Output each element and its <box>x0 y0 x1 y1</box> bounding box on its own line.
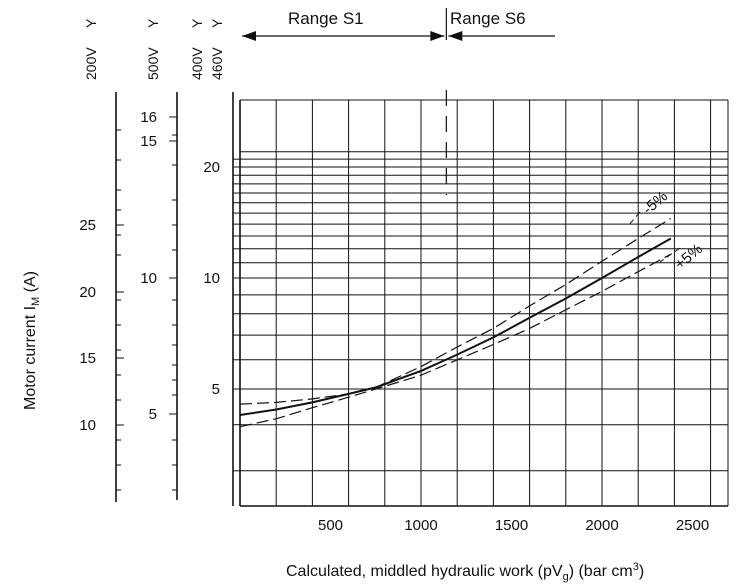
x-tick-label: 1000 <box>404 517 437 534</box>
voltage-scales: 5 10 20 10 15 20 25 5 10 15 16 200V Y 500V Y 400V Y 460V Y <box>79 18 240 506</box>
range-s1-arrow-left <box>242 31 256 41</box>
plus-5-percent-label: +5% <box>672 240 706 273</box>
scale-500v-tick-label: 10 <box>140 270 157 287</box>
minus-5-leader <box>627 211 641 227</box>
plus-5-leader <box>659 247 681 263</box>
scale-200v-tick-label: 25 <box>79 217 96 234</box>
y-tick-label: 5 <box>212 381 220 398</box>
x-axis-label-end: ) <box>639 563 644 580</box>
tolerance-curve <box>239 217 672 405</box>
wye-symbol: Y <box>209 18 225 28</box>
x-tick-label: 500 <box>318 517 343 534</box>
scale-500v-tick-label: 5 <box>149 406 157 423</box>
scale-200v-tick-label: 20 <box>79 284 96 301</box>
voltage-label: 500V <box>145 47 161 80</box>
scale-200v-tick-label: 15 <box>79 350 96 367</box>
range-s1-arrow-right <box>430 31 445 41</box>
x-axis-label: Calculated, middled hydraulic work (pVg)… <box>286 561 644 583</box>
y-axis-label-main: Motor current I <box>22 306 39 410</box>
x-axis-label-main: Calculated, middled hydraulic work (pV <box>286 563 563 580</box>
x-axis-label-sup: 3 <box>633 561 639 573</box>
voltage-label: 400V <box>189 47 205 80</box>
y-axis-label-sub: M <box>30 297 42 306</box>
voltage-label: 460V <box>209 47 225 80</box>
x-tick-label: 1500 <box>495 517 528 534</box>
chart-grid <box>239 99 729 507</box>
y-axis-label-unit: (A) <box>22 271 39 297</box>
wye-symbol: Y <box>189 18 205 28</box>
x-axis-label-tail: ) (bar cm <box>569 563 633 580</box>
range-s6-label: Range S6 <box>450 9 526 28</box>
y-axis-label: Motor current IM (A) <box>22 271 42 410</box>
nominal-curve <box>239 237 672 416</box>
wye-symbol: Y <box>145 18 161 28</box>
range-s1-label: Range S1 <box>288 9 364 28</box>
x-tick-label: 2500 <box>676 517 709 534</box>
scale-200v-tick-label: 10 <box>79 417 96 434</box>
voltage-label: 200V <box>83 47 99 80</box>
tolerance-curve <box>239 253 672 428</box>
wye-symbol: Y <box>83 18 99 28</box>
x-axis-label-sub: g <box>563 571 569 583</box>
range-s6-arrow-left <box>448 31 463 41</box>
x-tick-labels: 500 1000 1500 2000 2500 <box>318 517 709 534</box>
x-tick-label: 2000 <box>585 517 618 534</box>
scale-500v-tick-label: 16 <box>140 109 157 126</box>
range-annotations: Range S1 Range S6 <box>242 8 555 195</box>
y-tick-label: 20 <box>203 159 220 176</box>
y-tick-label: 10 <box>203 270 220 287</box>
scale-500v-tick-label: 15 <box>140 133 157 150</box>
